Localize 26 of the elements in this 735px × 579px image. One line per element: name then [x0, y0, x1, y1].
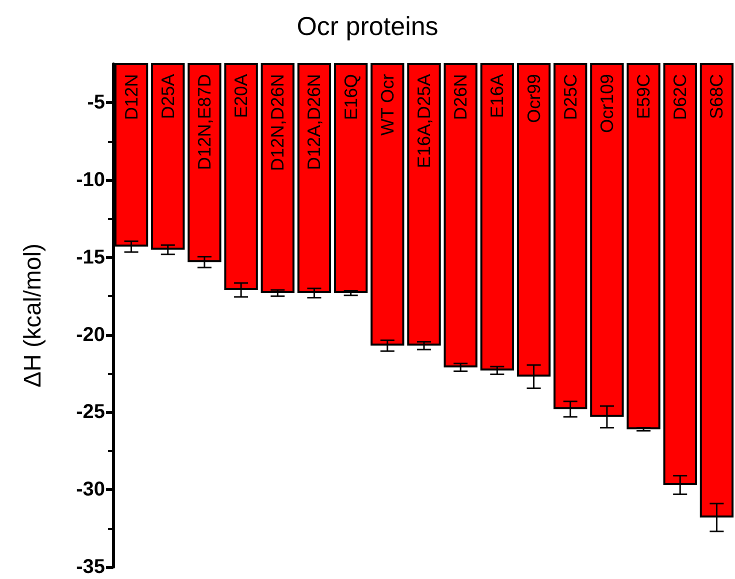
x-tick-label: Ocr109 — [596, 74, 617, 134]
y-tick-label: -5 — [87, 92, 105, 114]
y-tick-label: -10 — [76, 169, 105, 192]
x-tick-label: E16A — [487, 74, 508, 118]
x-tick-label: D12N — [121, 74, 142, 120]
x-tick-label: S68C — [706, 74, 727, 120]
x-tick-label: D25C — [560, 74, 580, 120]
y-tick-label: -25 — [76, 401, 105, 424]
x-tick-label: E16A,D25A — [414, 74, 434, 168]
x-tick-label: WT Ocr — [377, 74, 398, 136]
x-tick-label: D12N,D26N — [268, 74, 288, 172]
y-tick-label: -35 — [76, 556, 105, 578]
chart-title: Ocr proteins — [296, 11, 438, 41]
x-tick-label: D26N — [450, 74, 471, 120]
x-tick-label: E59C — [634, 74, 654, 120]
x-tick-label: E16Q — [340, 74, 361, 120]
y-tick-label: -15 — [76, 246, 105, 268]
y-tick-label: -30 — [76, 478, 105, 501]
x-tick-label: D12A,D26N — [304, 74, 324, 170]
x-tick-label: D62C — [670, 74, 690, 120]
x-tick-label: D25A — [158, 74, 178, 120]
x-tick-label: D12N,E87D — [194, 74, 214, 170]
x-tick-label: E20A — [231, 74, 252, 118]
y-axis-title: ΔH (kcal/mol) — [20, 243, 46, 388]
y-tick-label: -20 — [76, 324, 105, 346]
x-tick-label: Ocr99 — [524, 74, 544, 124]
